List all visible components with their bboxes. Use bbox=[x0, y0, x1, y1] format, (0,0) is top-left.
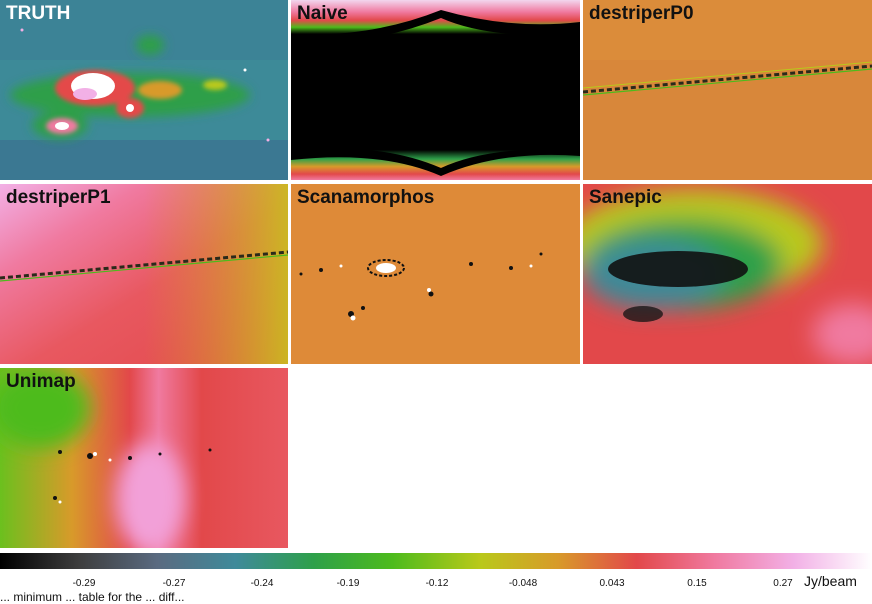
panel-destriperP0: destriperP0 bbox=[583, 0, 872, 180]
colorbar-unit: Jy/beam bbox=[804, 573, 857, 589]
colorbar-tick-label: -0.19 bbox=[336, 578, 360, 589]
destriperP0-image bbox=[583, 0, 872, 180]
panel-scanamorphos: Scanamorphos bbox=[291, 184, 580, 364]
colorbar-tick-label: 0.15 bbox=[687, 578, 707, 589]
naive-image bbox=[291, 0, 580, 180]
panel-label: TRUTH bbox=[6, 3, 71, 24]
panel-label: Naive bbox=[297, 3, 348, 24]
panel-naive: Naive bbox=[291, 0, 580, 180]
panel-label: Sanepic bbox=[589, 187, 662, 208]
colorbar-tick-label: -0.12 bbox=[425, 578, 449, 589]
unimap-image bbox=[0, 368, 288, 548]
colorbar-tick-label: -0.24 bbox=[250, 578, 274, 589]
colorbar-tick-label: -0.048 bbox=[508, 578, 538, 589]
panel-destriperP1: destriperP1 bbox=[0, 184, 288, 364]
panel-truth: TRUTH bbox=[0, 0, 288, 180]
panel-label: Scanamorphos bbox=[297, 187, 435, 208]
panel-label: destriperP0 bbox=[589, 3, 694, 24]
colorbar-tick-label: -0.27 bbox=[162, 578, 186, 589]
panel-label: Unimap bbox=[6, 371, 76, 392]
sanepic-image bbox=[583, 184, 872, 364]
panel-unimap: Unimap bbox=[0, 368, 288, 548]
panel-sanepic: Sanepic bbox=[583, 184, 872, 364]
truth-image bbox=[0, 0, 288, 180]
colorbar-tick-label: -0.29 bbox=[72, 578, 96, 589]
destriperP1-image bbox=[0, 184, 288, 364]
scanamorphos-image bbox=[291, 184, 580, 364]
figure-caption: ... minimum ... table for the ... diff..… bbox=[0, 590, 185, 604]
colorbar bbox=[0, 553, 872, 569]
panel-label: destriperP1 bbox=[6, 187, 111, 208]
colorbar-tick-label: 0.043 bbox=[599, 578, 625, 589]
colorbar-tick-label: 0.27 bbox=[773, 578, 793, 589]
